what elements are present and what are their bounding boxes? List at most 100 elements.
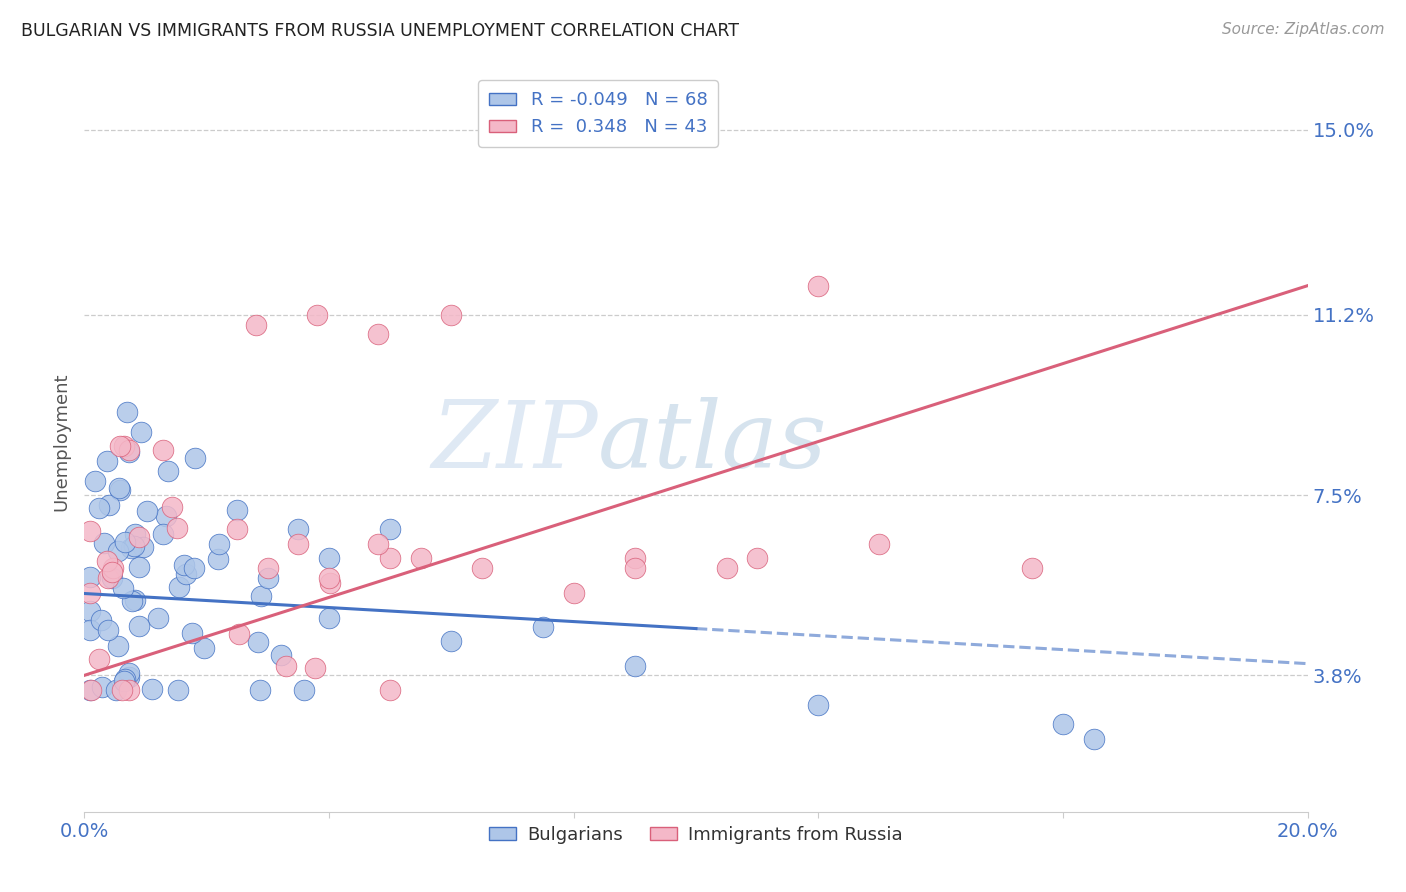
Point: [124, 592, 146, 607]
Point: [79, 604, 101, 618]
Point: [440, 308, 463, 322]
Point: [79, 585, 101, 599]
Point: [1052, 717, 1074, 731]
Point: [440, 634, 463, 648]
Point: [114, 672, 136, 686]
Point: [247, 634, 270, 648]
Point: [121, 594, 143, 608]
Point: [128, 619, 150, 633]
Point: [380, 551, 402, 566]
Point: [117, 445, 139, 459]
Point: [115, 405, 138, 419]
Point: [747, 551, 769, 566]
Point: [80, 682, 103, 697]
Point: [100, 566, 122, 580]
Point: [122, 540, 145, 554]
Point: [129, 425, 152, 439]
Point: [270, 648, 292, 663]
Point: [90, 613, 112, 627]
Point: [624, 561, 647, 575]
Point: [807, 278, 830, 293]
Point: [155, 509, 177, 524]
Point: [83, 474, 105, 488]
Point: [409, 551, 432, 566]
Point: [96, 454, 118, 468]
Point: [93, 536, 115, 550]
Point: [166, 521, 188, 535]
Point: [79, 682, 101, 697]
Point: [152, 527, 174, 541]
Point: [562, 585, 585, 599]
Point: [112, 674, 135, 689]
Point: [124, 526, 146, 541]
Point: [118, 443, 141, 458]
Point: [287, 522, 309, 536]
Point: [305, 308, 328, 322]
Point: [274, 658, 297, 673]
Point: [101, 571, 124, 585]
Point: [318, 571, 340, 585]
Point: [174, 566, 197, 581]
Point: [257, 571, 280, 585]
Point: [107, 544, 129, 558]
Point: [98, 498, 121, 512]
Point: [112, 581, 135, 595]
Point: [173, 558, 195, 572]
Point: [79, 524, 101, 538]
Point: [716, 561, 738, 575]
Point: [118, 682, 141, 697]
Point: [228, 627, 250, 641]
Point: [107, 640, 129, 654]
Point: [531, 619, 554, 633]
Text: atlas: atlas: [598, 397, 828, 486]
Text: BULGARIAN VS IMMIGRANTS FROM RUSSIA UNEMPLOYMENT CORRELATION CHART: BULGARIAN VS IMMIGRANTS FROM RUSSIA UNEM…: [21, 22, 740, 40]
Point: [575, 113, 598, 128]
Point: [87, 501, 110, 516]
Point: [96, 554, 118, 568]
Point: [112, 439, 135, 453]
Point: [624, 658, 647, 673]
Point: [319, 576, 342, 591]
Point: [160, 500, 183, 514]
Point: [97, 571, 120, 585]
Point: [79, 570, 101, 584]
Point: [208, 537, 231, 551]
Y-axis label: Unemployment: Unemployment: [52, 372, 70, 511]
Point: [257, 561, 280, 575]
Legend: Bulgarians, Immigrants from Russia: Bulgarians, Immigrants from Russia: [482, 818, 910, 851]
Point: [91, 680, 114, 694]
Text: ZIP: ZIP: [432, 397, 598, 486]
Point: [120, 541, 142, 556]
Point: [111, 682, 134, 697]
Point: [128, 530, 150, 544]
Point: [318, 611, 340, 625]
Point: [184, 450, 207, 465]
Point: [97, 623, 120, 637]
Point: [869, 537, 891, 551]
Point: [226, 502, 249, 516]
Point: [304, 661, 326, 675]
Point: [378, 682, 401, 697]
Point: [152, 443, 174, 458]
Point: [367, 537, 389, 551]
Point: [294, 682, 316, 697]
Point: [807, 698, 830, 712]
Point: [183, 561, 205, 575]
Point: [249, 682, 271, 697]
Point: [105, 682, 128, 697]
Point: [108, 439, 131, 453]
Point: [132, 540, 155, 554]
Point: [180, 625, 202, 640]
Point: [245, 318, 267, 332]
Point: [249, 589, 271, 603]
Point: [118, 666, 141, 681]
Point: [114, 534, 136, 549]
Point: [226, 522, 249, 536]
Point: [107, 481, 129, 495]
Point: [380, 522, 402, 536]
Point: [166, 682, 188, 697]
Point: [135, 504, 157, 518]
Point: [1083, 731, 1105, 746]
Point: [167, 580, 190, 594]
Point: [207, 552, 229, 566]
